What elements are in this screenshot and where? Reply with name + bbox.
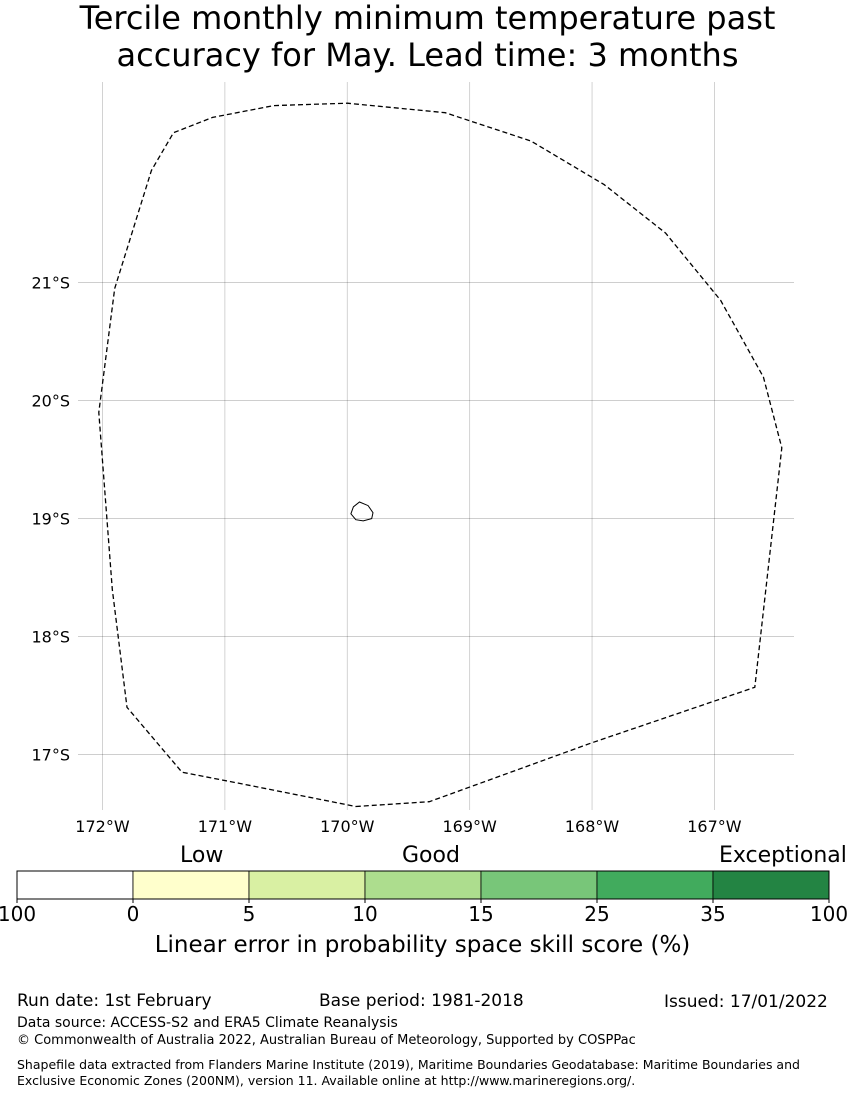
longitude-label: 171°W: [198, 817, 253, 836]
shapefile-credit: Shapefile data extracted from Flanders M…: [17, 1057, 800, 1088]
latitude-label: 21°S: [31, 274, 70, 293]
longitude-label: 168°W: [565, 817, 620, 836]
data-source: Data source: ACCESS-S2 and ERA5 Climate …: [17, 1015, 398, 1031]
latitude-label: 19°S: [31, 510, 70, 529]
longitude-label: 170°W: [320, 817, 375, 836]
colorbar-swatch: [596, 870, 714, 900]
category-exceptional: Exceptional: [719, 843, 847, 868]
colorbar-tick: 35: [700, 902, 726, 926]
graticule: [78, 82, 794, 810]
colorbar-swatch: [712, 870, 830, 900]
colorbar-tick: 0: [126, 902, 140, 926]
colorbar-tick: 15: [468, 902, 494, 926]
colorbar-tick: 100: [809, 902, 849, 926]
colorbar-frame: [16, 870, 830, 900]
colorbar-tick: 10: [352, 902, 378, 926]
colorbar-swatch: [132, 870, 250, 900]
colorbar-tick: 25: [584, 902, 610, 926]
category-good: Good: [402, 843, 460, 868]
boundaries: [98, 102, 783, 808]
latitude-label: 17°S: [31, 746, 70, 765]
colorbar-title: Linear error in probability space skill …: [154, 932, 691, 958]
base-period: Base period: 1981-2018: [319, 991, 524, 1011]
longitude-label: 169°W: [442, 817, 497, 836]
latitude-label: 18°S: [31, 628, 70, 647]
run-date: Run date: 1st February: [17, 991, 212, 1011]
longitude-label: 167°W: [687, 817, 742, 836]
copyright: © Commonwealth of Australia 2022, Austra…: [17, 1033, 636, 1048]
issued-date: Issued: 17/01/2022: [664, 992, 828, 1012]
island-outline: [350, 501, 374, 522]
colorbar: [16, 870, 830, 903]
longitude-label: 172°W: [75, 817, 130, 836]
colorbar-tick: 100: [0, 902, 37, 926]
map-title: Tercile monthly minimum temperature past…: [0, 0, 855, 74]
title-line-2: accuracy for May. Lead time: 3 months: [116, 36, 739, 74]
colorbar-swatch: [16, 870, 134, 900]
title-line-1: Tercile monthly minimum temperature past: [79, 0, 776, 37]
colorbar-swatch: [248, 870, 366, 900]
category-low: Low: [180, 843, 224, 868]
eez-boundary: [98, 102, 783, 808]
colorbar-swatch: [480, 870, 598, 900]
latitude-labels: 17°S 18°S 19°S 20°S 21°S: [31, 274, 70, 765]
longitude-labels: 172°W 171°W 170°W 169°W 168°W 167°W: [75, 817, 742, 836]
colorbar-swatch: [364, 870, 482, 900]
colorbar-tick: 5: [242, 902, 256, 926]
latitude-label: 20°S: [31, 392, 70, 411]
